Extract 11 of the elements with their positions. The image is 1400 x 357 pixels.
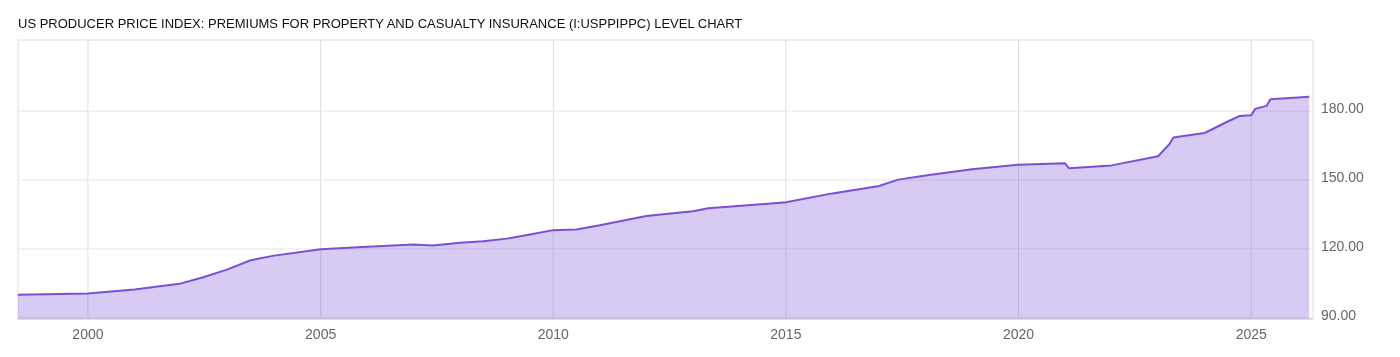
x-tick-label: 2000 (72, 326, 104, 342)
y-tick-label: 120.00 (1321, 237, 1365, 254)
x-tick-label: 2025 (1235, 326, 1267, 342)
y-tick-label: 90.00 (1321, 306, 1357, 323)
y-tick-label: 150.00 (1321, 168, 1365, 185)
x-tick-label: 2010 (537, 326, 570, 342)
x-tick-label: 2015 (770, 326, 802, 342)
chart-title: US PRODUCER PRICE INDEX: PREMIUMS FOR PROPERTY AND CASUALTY INSURANCE (I:USPPIPPC) LEVEL CHART (18, 16, 743, 31)
x-tick-label: 2005 (305, 326, 337, 342)
x-tick-label: 2020 (1002, 326, 1035, 342)
y-tick-label: 180.00 (1321, 99, 1365, 116)
